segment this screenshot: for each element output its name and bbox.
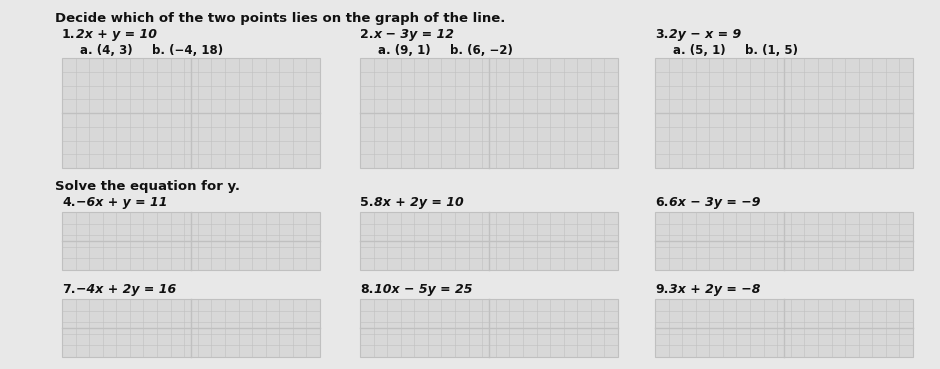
Bar [62,212,320,270]
Text: 9.: 9. [655,283,668,296]
Text: a. (5, 1): a. (5, 1) [673,44,726,57]
Text: 6x − 3y = −9: 6x − 3y = −9 [669,196,760,209]
Bar [655,299,913,357]
Text: −4x + 2y = 16: −4x + 2y = 16 [76,283,177,296]
Text: Decide which of the two points lies on the graph of the line.: Decide which of the two points lies on t… [55,12,506,25]
Text: 3.: 3. [655,28,668,41]
Text: 2x + y = 10: 2x + y = 10 [76,28,157,41]
Text: a. (9, 1): a. (9, 1) [378,44,431,57]
Text: 1.: 1. [62,28,75,41]
Text: 8.: 8. [360,283,373,296]
Text: 5.: 5. [360,196,373,209]
Text: 3x + 2y = −8: 3x + 2y = −8 [669,283,760,296]
Text: 4.: 4. [62,196,75,209]
Text: b. (1, 5): b. (1, 5) [745,44,798,57]
Text: x − 3y = 12: x − 3y = 12 [374,28,455,41]
Bar [360,58,618,168]
Bar [655,212,913,270]
Text: a. (4, 3): a. (4, 3) [80,44,133,57]
Bar [62,299,320,357]
Text: 6.: 6. [655,196,668,209]
Bar [62,58,320,168]
Text: 7.: 7. [62,283,75,296]
Text: 8x + 2y = 10: 8x + 2y = 10 [374,196,463,209]
Text: −6x + y = 11: −6x + y = 11 [76,196,167,209]
Text: 10x − 5y = 25: 10x − 5y = 25 [374,283,473,296]
Text: b. (−4, 18): b. (−4, 18) [152,44,223,57]
Bar [360,212,618,270]
Text: 2.: 2. [360,28,373,41]
Text: Solve the equation for y.: Solve the equation for y. [55,180,240,193]
Bar [655,58,913,168]
Bar [360,299,618,357]
Text: 2y − x = 9: 2y − x = 9 [669,28,742,41]
Text: b. (6, −2): b. (6, −2) [450,44,513,57]
